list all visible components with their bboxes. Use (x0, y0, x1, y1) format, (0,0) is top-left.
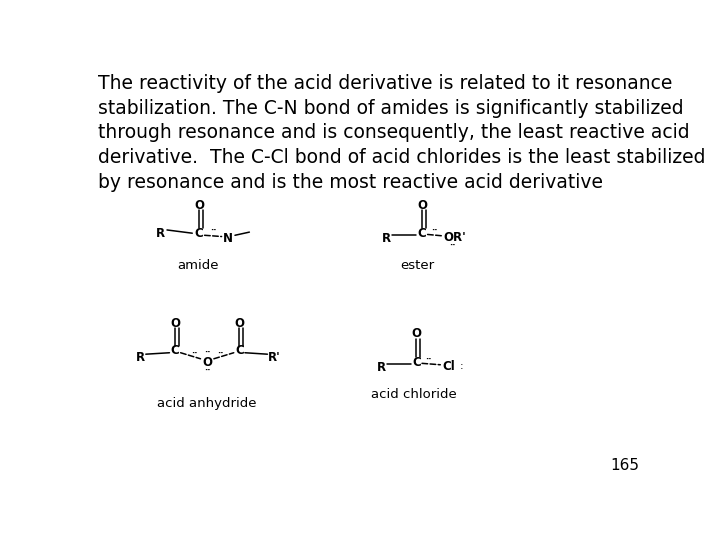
Text: C: C (194, 227, 203, 240)
Text: ester: ester (400, 259, 434, 272)
Text: The reactivity of the acid derivative is related to it resonance
stabilization. : The reactivity of the acid derivative is… (98, 74, 706, 192)
Text: R: R (156, 227, 165, 240)
Text: R: R (377, 361, 386, 374)
Text: O: O (202, 356, 212, 369)
Text: N: N (223, 232, 233, 245)
Text: ··: ·· (217, 350, 224, 359)
Text: R: R (382, 232, 392, 245)
Text: O: O (411, 327, 421, 341)
Text: R: R (135, 351, 145, 364)
Text: acid anhydride: acid anhydride (158, 397, 257, 410)
Text: ··: ·· (204, 367, 210, 376)
Text: O: O (417, 199, 427, 212)
Text: C: C (418, 227, 426, 240)
Text: ··: ·· (426, 356, 432, 365)
Text: ··: ·· (191, 350, 197, 359)
Text: amide: amide (177, 259, 219, 272)
Text: R': R' (268, 351, 281, 364)
Text: O: O (170, 317, 180, 330)
Text: Cl: Cl (443, 360, 456, 373)
Text: ··: ·· (204, 348, 210, 357)
Text: C: C (235, 344, 243, 357)
Text: C: C (171, 344, 179, 357)
Text: 165: 165 (611, 458, 639, 473)
Text: ··: ·· (210, 227, 216, 235)
Text: ··: ·· (431, 227, 438, 235)
Text: ··: ·· (449, 242, 455, 251)
Text: O: O (194, 199, 204, 212)
Text: :: : (459, 361, 464, 372)
Text: O: O (234, 317, 244, 330)
Text: C: C (412, 356, 420, 369)
Text: acid chloride: acid chloride (372, 388, 457, 401)
Text: OR': OR' (444, 231, 466, 244)
